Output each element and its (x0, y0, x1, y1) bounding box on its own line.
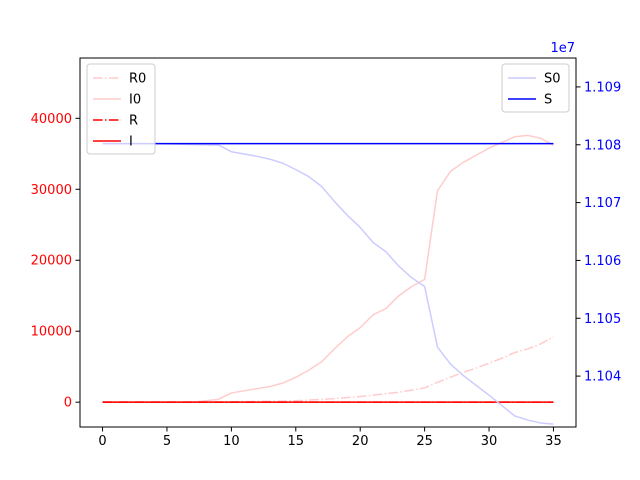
x-tick-label: 10 (223, 434, 240, 449)
series-line-s0 (102, 142, 554, 425)
legend-left: R0 I0 RI (86, 63, 156, 155)
x-tick-label: 15 (288, 434, 305, 449)
x-axis: 0 5 10 15 20 25 30 35 (98, 427, 562, 449)
series-line-r0 (102, 336, 554, 403)
series-layer-left (102, 134, 554, 403)
legend-label-s: S (544, 93, 552, 108)
legend-label-r0: R0 (129, 72, 146, 87)
x-tick-label: 25 (416, 434, 433, 449)
x-tick-label: 30 (481, 434, 498, 449)
legend-label-s0: S0 (544, 72, 561, 87)
series-layer-right (102, 142, 554, 425)
left-y-axis: 0 10000 20000 30000 40000 (31, 112, 80, 411)
plot-frame (79, 57, 577, 428)
legend-box (86, 63, 156, 155)
x-tick-label: 0 (98, 434, 106, 449)
right-y-tick-label: 1.109 (584, 80, 621, 95)
left-y-tick-label: 0 (64, 396, 72, 411)
right-y-tick-label: 1.104 (584, 370, 621, 385)
legend-label-i: I (129, 135, 133, 150)
right-axis-offset-label: 1e7 (550, 41, 575, 56)
right-y-axis: 1.104 1.105 1.106 1.107 1.108 1.109 (576, 80, 621, 385)
legend-label-i0: I0 (129, 93, 141, 108)
x-tick-label: 20 (352, 434, 369, 449)
left-y-tick-label: 20000 (31, 254, 72, 269)
x-tick-label: 5 (163, 434, 171, 449)
right-y-tick-label: 1.105 (584, 312, 621, 327)
x-tick-label: 35 (545, 434, 562, 449)
legend-label-r: R (129, 114, 138, 129)
right-y-tick-label: 1.108 (584, 138, 621, 153)
left-y-tick-label: 30000 (31, 183, 72, 198)
plot-border (79, 57, 577, 428)
legend-box (501, 63, 570, 113)
right-y-tick-label: 1.107 (584, 196, 621, 211)
series-line-i0 (102, 134, 554, 403)
right-y-tick-label: 1.106 (584, 254, 621, 269)
left-y-tick-label: 10000 (31, 325, 72, 340)
left-y-tick-label: 40000 (31, 112, 72, 127)
legend-right: S0 S (501, 63, 570, 113)
